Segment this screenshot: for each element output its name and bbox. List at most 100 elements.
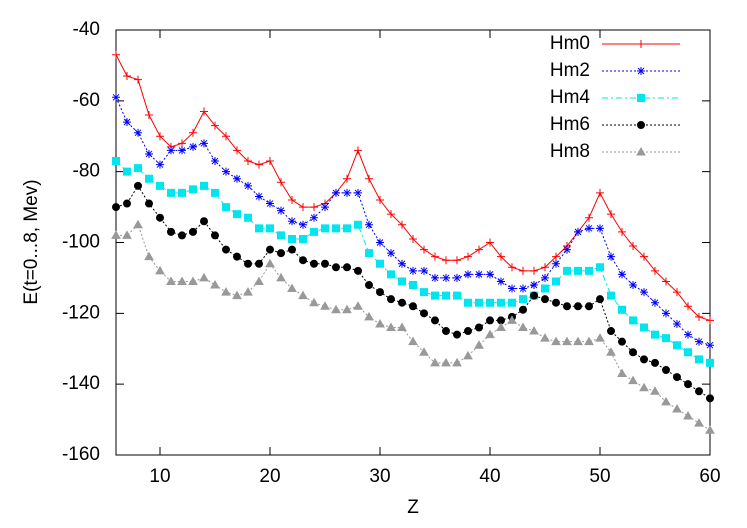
marker bbox=[365, 249, 373, 258]
marker bbox=[112, 203, 121, 212]
marker bbox=[695, 312, 703, 321]
marker bbox=[464, 270, 472, 279]
marker bbox=[353, 301, 363, 310]
marker bbox=[453, 330, 462, 339]
marker bbox=[541, 263, 549, 272]
marker bbox=[617, 368, 627, 378]
marker bbox=[419, 347, 429, 356]
marker bbox=[211, 121, 219, 130]
marker bbox=[431, 316, 440, 325]
marker bbox=[662, 277, 670, 286]
marker bbox=[266, 245, 275, 254]
marker bbox=[222, 245, 231, 254]
marker bbox=[618, 305, 626, 314]
marker bbox=[343, 224, 351, 233]
legend-label: Hm6 bbox=[550, 114, 590, 135]
marker bbox=[684, 348, 692, 357]
marker bbox=[320, 301, 330, 310]
marker bbox=[375, 318, 385, 328]
x-tick-label: 40 bbox=[479, 466, 500, 487]
marker bbox=[585, 302, 594, 311]
marker bbox=[552, 277, 560, 286]
marker bbox=[222, 132, 230, 141]
marker bbox=[354, 146, 362, 155]
marker bbox=[574, 266, 582, 275]
marker bbox=[167, 188, 175, 197]
legend-marker bbox=[637, 121, 646, 129]
marker bbox=[277, 178, 285, 187]
marker bbox=[420, 309, 429, 318]
marker bbox=[485, 329, 495, 339]
marker bbox=[123, 118, 131, 127]
marker bbox=[486, 298, 494, 307]
marker bbox=[497, 252, 505, 261]
marker bbox=[585, 266, 593, 275]
marker bbox=[529, 326, 539, 335]
marker bbox=[683, 411, 693, 420]
marker bbox=[398, 277, 406, 286]
marker bbox=[684, 302, 692, 311]
marker bbox=[200, 107, 208, 116]
marker bbox=[684, 330, 692, 339]
marker bbox=[519, 305, 528, 314]
marker bbox=[452, 357, 462, 367]
marker bbox=[441, 357, 451, 367]
marker bbox=[331, 304, 341, 314]
x-tick-label: 20 bbox=[259, 466, 280, 487]
marker bbox=[200, 217, 209, 226]
marker bbox=[310, 203, 318, 212]
marker bbox=[233, 210, 241, 219]
marker bbox=[342, 304, 352, 314]
marker bbox=[387, 249, 395, 258]
marker bbox=[254, 276, 264, 285]
marker bbox=[376, 259, 384, 268]
marker bbox=[640, 355, 649, 364]
marker bbox=[486, 270, 494, 279]
marker bbox=[354, 188, 362, 197]
marker bbox=[519, 266, 527, 275]
marker bbox=[650, 386, 660, 395]
marker bbox=[541, 273, 549, 282]
marker bbox=[628, 375, 638, 385]
marker bbox=[221, 287, 231, 296]
y-tick-label: -80 bbox=[73, 161, 100, 182]
marker bbox=[497, 316, 506, 325]
marker bbox=[177, 276, 187, 285]
marker bbox=[518, 322, 528, 331]
marker bbox=[222, 167, 230, 176]
marker bbox=[606, 347, 616, 356]
marker bbox=[540, 333, 550, 342]
marker bbox=[618, 227, 626, 236]
marker bbox=[266, 224, 274, 233]
marker bbox=[298, 290, 308, 300]
marker bbox=[706, 394, 715, 403]
marker bbox=[288, 196, 296, 204]
marker bbox=[156, 181, 164, 190]
marker bbox=[188, 276, 198, 285]
marker bbox=[397, 322, 407, 331]
marker bbox=[211, 231, 220, 240]
marker bbox=[662, 334, 670, 343]
marker bbox=[507, 315, 517, 324]
marker bbox=[409, 266, 417, 275]
marker bbox=[255, 160, 263, 169]
marker bbox=[639, 382, 649, 392]
marker bbox=[343, 263, 352, 272]
marker bbox=[288, 217, 296, 226]
marker bbox=[497, 277, 505, 286]
marker bbox=[133, 219, 143, 229]
marker bbox=[145, 199, 154, 208]
marker bbox=[552, 259, 560, 268]
marker bbox=[431, 252, 439, 261]
legend-label: Hm2 bbox=[550, 60, 590, 81]
y-tick-label: -100 bbox=[62, 232, 100, 253]
marker bbox=[321, 259, 330, 268]
legend-label: Hm8 bbox=[550, 141, 590, 162]
marker bbox=[178, 188, 186, 197]
marker bbox=[453, 256, 461, 265]
marker bbox=[596, 224, 604, 233]
marker bbox=[189, 142, 197, 151]
marker bbox=[464, 298, 472, 307]
marker bbox=[629, 316, 637, 325]
marker bbox=[640, 252, 648, 261]
